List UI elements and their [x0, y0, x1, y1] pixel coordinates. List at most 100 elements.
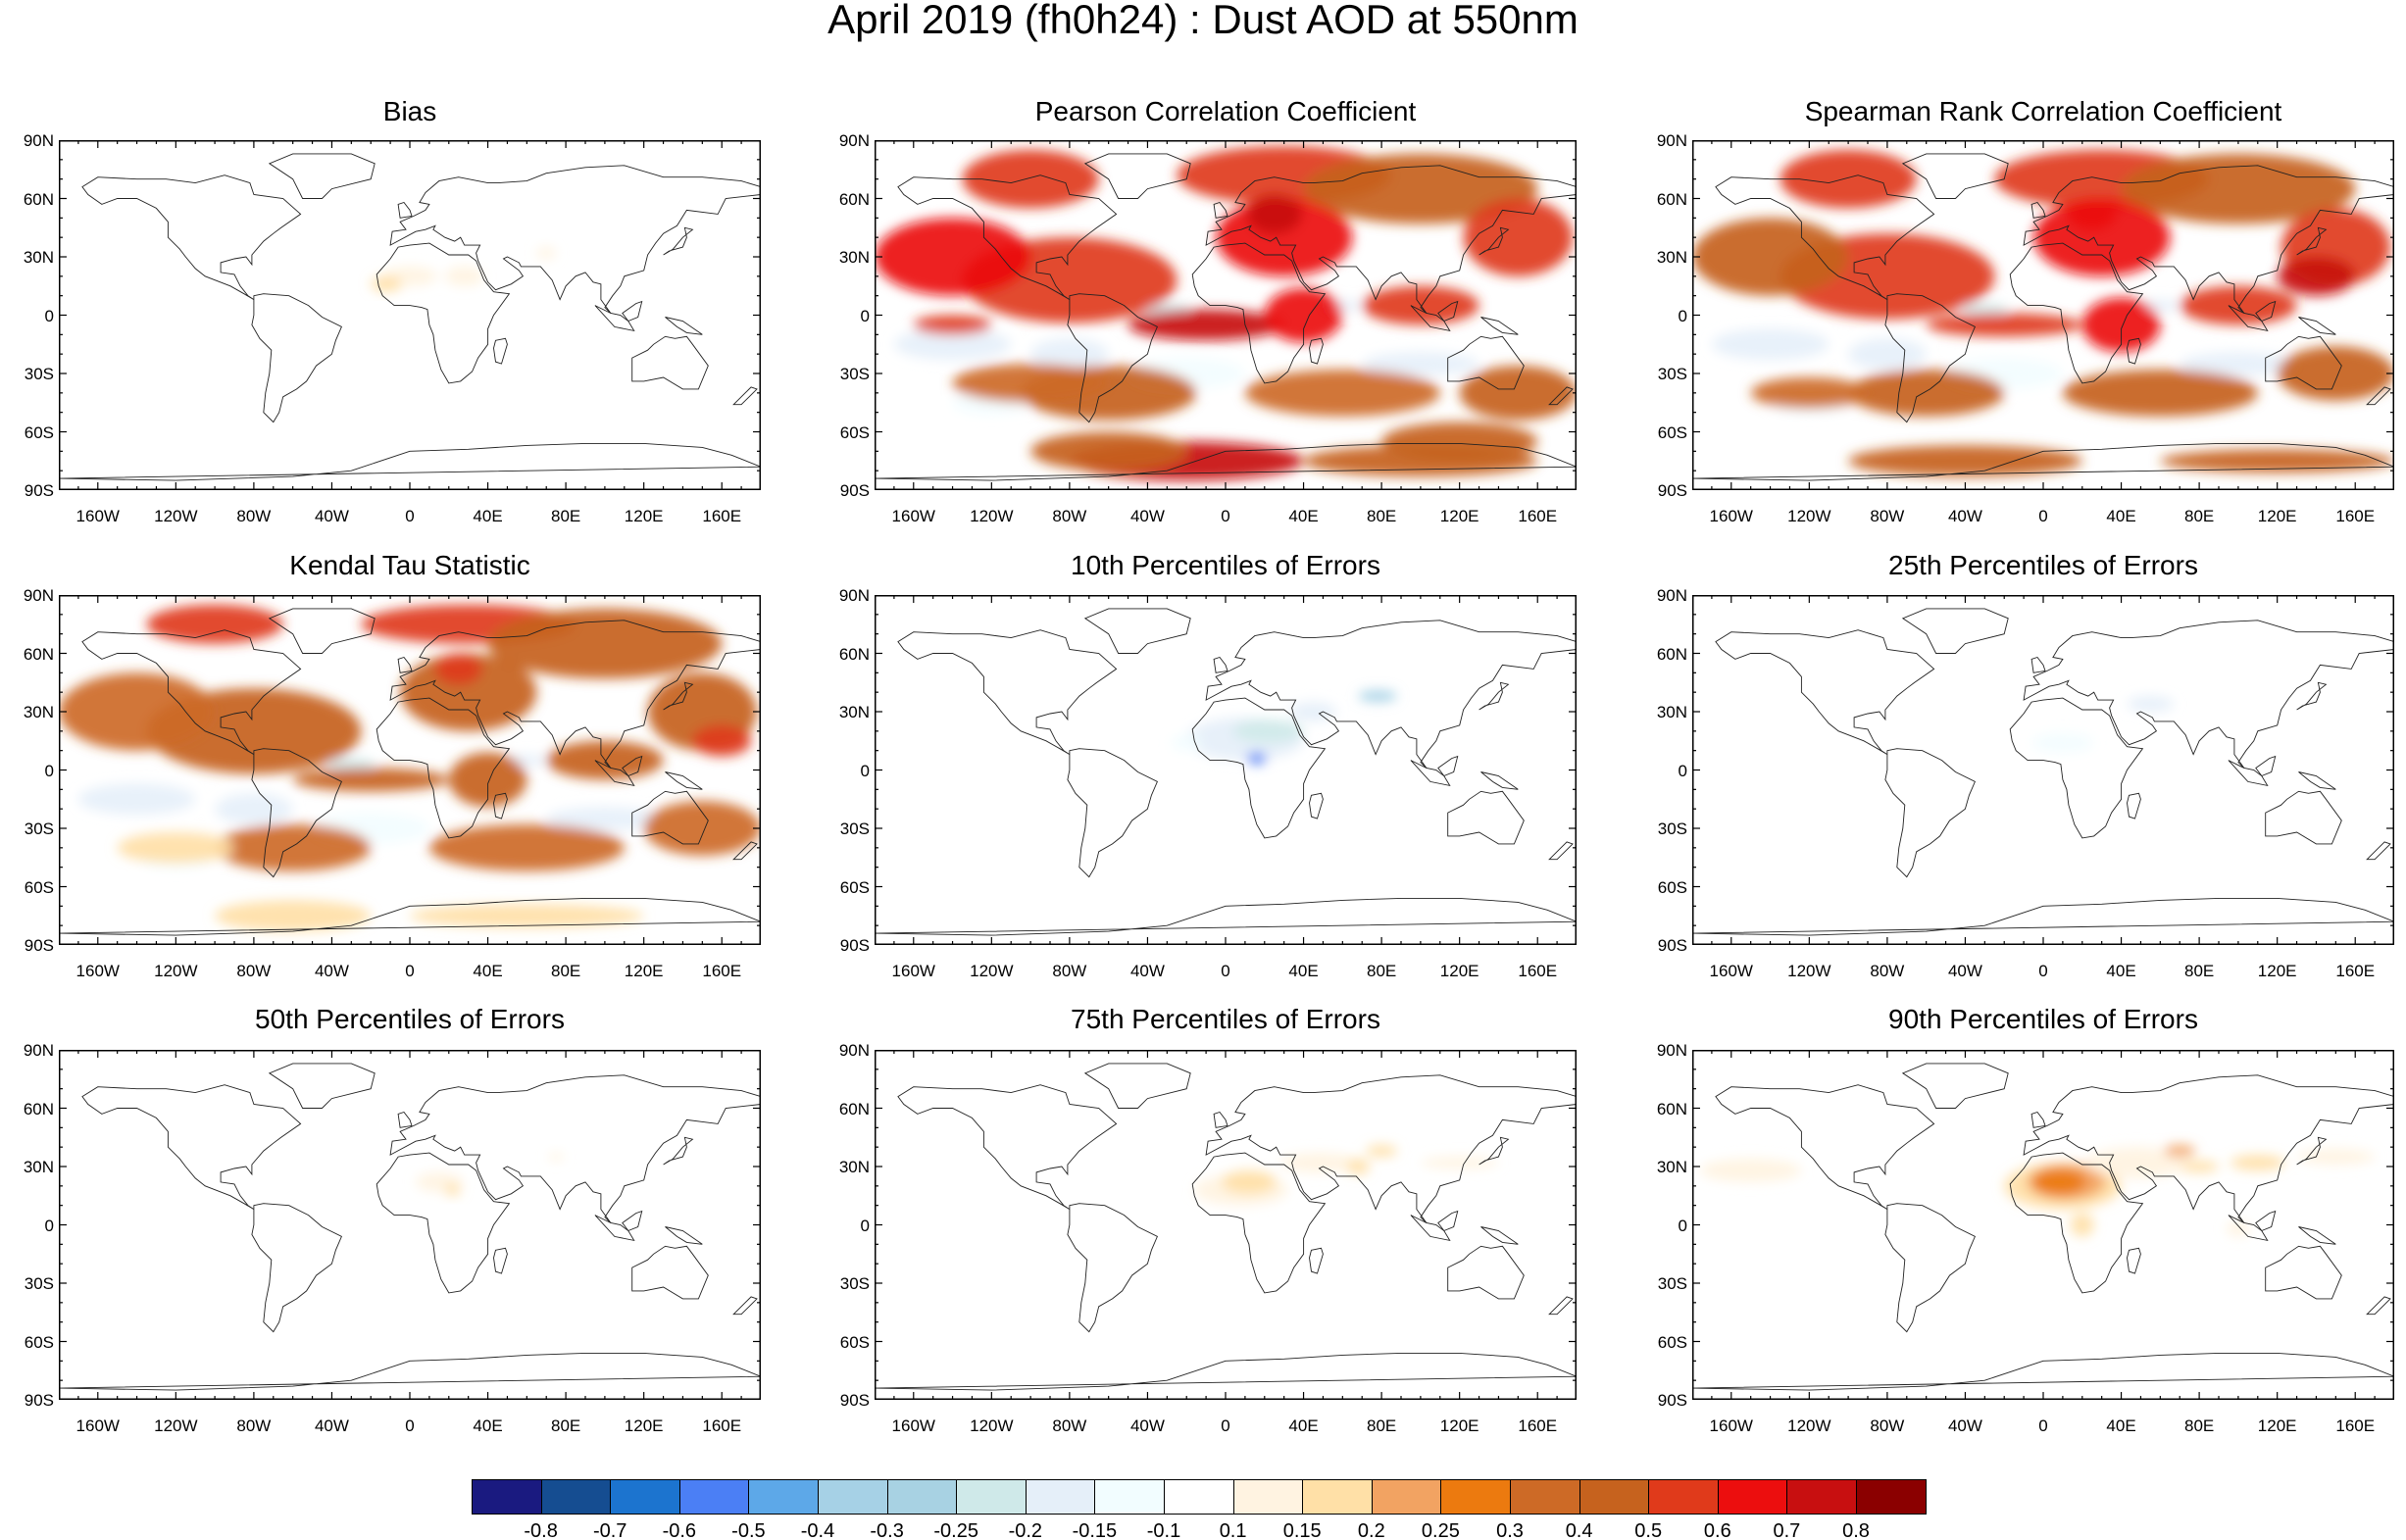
panel-title: 25th Percentiles of Errors [1888, 550, 2198, 580]
colorbar-label: 0.2 [1357, 1520, 1385, 1540]
lon-tick-label: 0 [1221, 507, 1230, 525]
lat-tick-label: 90N [838, 586, 870, 605]
colorbar-label: -0.25 [933, 1520, 978, 1540]
lon-tick-label: 0 [405, 962, 415, 980]
lat-tick-label: 60N [838, 644, 870, 664]
lat-tick-label: 90N [23, 586, 54, 605]
lon-tick-label: 80E [550, 507, 581, 525]
lon-tick-label: 160W [1709, 962, 1753, 980]
lon-tick-label: 40W [1129, 1416, 1165, 1435]
lat-tick-label: 0 [44, 1216, 54, 1235]
lon-tick-label: 80W [236, 1416, 272, 1435]
colorbar-box [1579, 1479, 1650, 1515]
lon-tick-label: 40W [1947, 962, 1982, 980]
colorbar-label: 0.15 [1282, 1520, 1322, 1540]
panel-title: Pearson Correlation Coefficient [1034, 96, 1417, 126]
colorbar-box [472, 1479, 543, 1515]
lon-tick-label: 80E [2183, 1416, 2215, 1435]
lon-tick-label: 40W [1947, 507, 1982, 525]
lon-tick-label: 120W [154, 962, 198, 980]
lat-tick-label: 90S [24, 1391, 54, 1410]
lon-tick-label: 120W [154, 1416, 198, 1435]
lon-tick-label: 80E [2183, 962, 2215, 980]
lat-tick-label: 60S [839, 877, 870, 897]
colorbar-label: 0.4 [1565, 1520, 1593, 1540]
lon-tick-label: 80W [1052, 1416, 1087, 1435]
lat-tick-label: 30N [23, 248, 54, 267]
lat-tick-label: 30S [839, 820, 870, 838]
lat-tick-label: 30N [838, 248, 870, 267]
lon-tick-label: 40W [1947, 1416, 1982, 1435]
colorbar-box [1510, 1479, 1581, 1515]
colorbar-box [1232, 1479, 1304, 1515]
panel-title: 90th Percentiles of Errors [1888, 1004, 2198, 1034]
colorbar-box [886, 1479, 958, 1515]
lon-tick-label: 0 [2038, 507, 2048, 525]
lat-tick-label: 0 [44, 306, 54, 325]
lat-tick-label: 90N [23, 131, 54, 150]
lon-tick-label: 160E [1518, 507, 1558, 525]
lon-tick-label: 160E [702, 507, 742, 525]
colorbar-label: 0.25 [1421, 1520, 1460, 1540]
lon-tick-label: 40E [2106, 962, 2136, 980]
lon-tick-label: 120E [1439, 507, 1479, 525]
lat-tick-label: 0 [860, 1216, 870, 1235]
colorbar-label: 0.6 [1703, 1520, 1731, 1540]
colorbar-label: 0.8 [1842, 1520, 1870, 1540]
lon-tick-label: 40E [473, 1416, 503, 1435]
lon-tick-label: 80W [236, 507, 272, 525]
lon-tick-label: 160W [75, 962, 120, 980]
lon-tick-label: 160W [891, 962, 935, 980]
panel-title: 10th Percentiles of Errors [1071, 550, 1380, 580]
lon-tick-label: 160E [702, 1416, 742, 1435]
panel-title: Bias [382, 96, 437, 126]
panel-title: 50th Percentiles of Errors [255, 1004, 565, 1034]
lat-tick-label: 0 [1678, 1216, 1687, 1235]
lon-tick-label: 160W [1709, 1416, 1753, 1435]
lat-tick-label: 30N [23, 703, 54, 721]
lon-tick-label: 80W [236, 962, 272, 980]
lat-tick-label: 0 [1678, 306, 1687, 325]
lat-tick-label: 30N [838, 703, 870, 721]
lon-tick-label: 40E [1288, 962, 1319, 980]
lon-tick-label: 160W [891, 1416, 935, 1435]
lon-tick-label: 40W [314, 507, 349, 525]
lat-tick-label: 30S [839, 1274, 870, 1293]
lon-tick-label: 0 [405, 507, 415, 525]
lat-tick-label: 90S [1657, 481, 1687, 500]
lon-tick-label: 40E [1288, 507, 1319, 525]
colorbar-box [1302, 1479, 1374, 1515]
lat-tick-label: 30S [24, 820, 54, 838]
lat-tick-label: 90S [24, 936, 54, 955]
lon-tick-label: 0 [2038, 962, 2048, 980]
lat-tick-label: 90N [838, 1041, 870, 1060]
lon-tick-label: 80E [550, 1416, 581, 1435]
lon-tick-label: 120E [624, 1416, 664, 1435]
lon-tick-label: 120E [2257, 962, 2297, 980]
colorbar-box [1164, 1479, 1235, 1515]
lat-tick-label: 60S [1657, 422, 1687, 442]
colorbar-label: -0.2 [1008, 1520, 1043, 1540]
lon-tick-label: 0 [1221, 962, 1230, 980]
lon-tick-label: 80E [1366, 1416, 1397, 1435]
lon-tick-label: 40W [1129, 962, 1165, 980]
lon-tick-label: 160E [2335, 507, 2376, 525]
lon-tick-label: 80W [1870, 1416, 1905, 1435]
lat-tick-label: 90S [24, 481, 54, 500]
lat-tick-label: 30N [1656, 1158, 1687, 1176]
colorbar-box [1025, 1479, 1096, 1515]
lon-tick-label: 120E [1439, 962, 1479, 980]
lon-tick-label: 40W [314, 1416, 349, 1435]
lon-tick-label: 120E [624, 962, 664, 980]
colorbar-label: -0.15 [1072, 1520, 1118, 1540]
lon-tick-label: 120W [1787, 962, 1831, 980]
lat-tick-label: 60N [1656, 1099, 1687, 1118]
lon-tick-label: 160E [1518, 962, 1558, 980]
lon-tick-label: 120W [154, 507, 198, 525]
colorbar-label: 0.3 [1496, 1520, 1524, 1540]
lat-tick-label: 90S [839, 481, 870, 500]
lon-tick-label: 160E [702, 962, 742, 980]
colorbar-box [540, 1479, 612, 1515]
map-panel-spearman [1692, 140, 2394, 490]
lon-tick-label: 80W [1870, 962, 1905, 980]
